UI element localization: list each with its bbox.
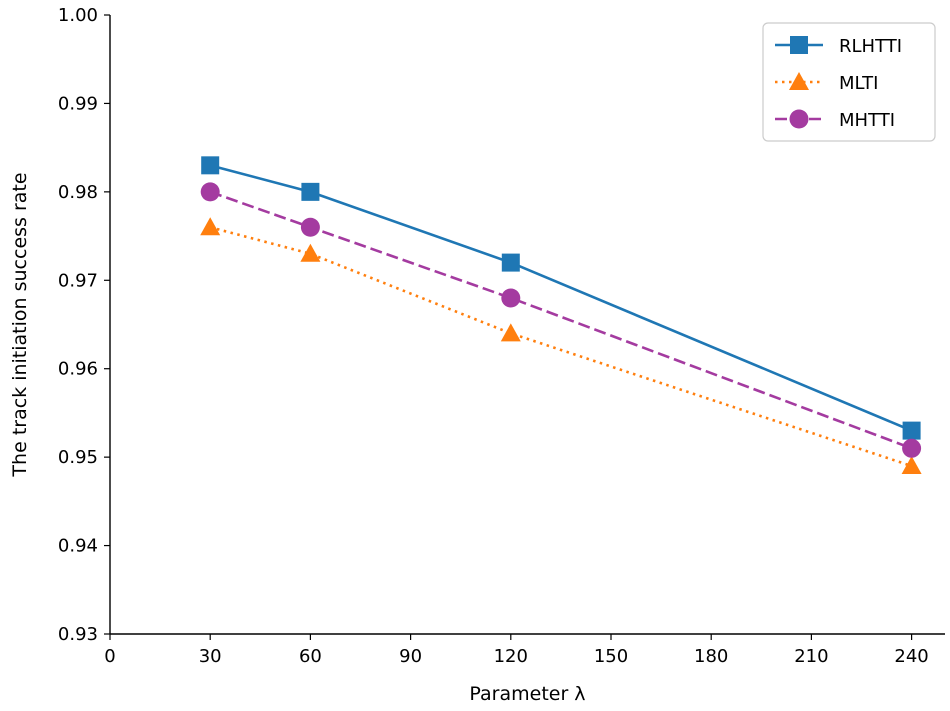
y-tick-label: 0.99 xyxy=(58,93,98,114)
legend-label-mlti: MLTI xyxy=(839,73,878,94)
data-point-rlhtti xyxy=(301,182,320,201)
plot-area xyxy=(200,156,922,474)
x-axis-label: Parameter λ xyxy=(469,683,585,705)
data-point-rlhtti xyxy=(501,253,520,272)
series-line-mhtti xyxy=(209,190,913,450)
x-tick-label: 240 xyxy=(894,646,928,667)
data-point-mhtti xyxy=(902,438,922,458)
series-line-mlti xyxy=(209,225,913,468)
data-point-mlti xyxy=(200,217,221,236)
y-tick-label: 1.00 xyxy=(58,5,98,26)
data-point-mlti xyxy=(500,323,521,342)
y-tick-label: 0.95 xyxy=(58,447,98,468)
x-tick-label: 210 xyxy=(794,646,828,667)
series-line-rlhtti xyxy=(209,164,913,432)
data-point-rlhtti xyxy=(201,156,220,175)
x-tick-label: 120 xyxy=(494,646,528,667)
data-point-rlhtti xyxy=(902,421,921,440)
y-tick-label: 0.94 xyxy=(58,536,98,557)
y-tick-label: 0.97 xyxy=(58,270,98,291)
x-tick-label: 30 xyxy=(199,646,222,667)
x-tick-label: 0 xyxy=(104,646,115,667)
x-tick-label: 60 xyxy=(299,646,322,667)
data-point-mlti xyxy=(901,455,922,474)
legend-label-rlhtti: RLHTTI xyxy=(839,36,902,57)
data-point-mlti xyxy=(300,243,321,262)
y-tick-label: 0.98 xyxy=(58,182,98,203)
axes: 0 30 60 90 120 150 180 210 240 0.93 0.94 0.95 0.96 0.… xyxy=(9,5,945,705)
y-tick-label: 0.93 xyxy=(58,624,98,645)
x-tick-label: 180 xyxy=(694,646,728,667)
legend-marker-rlhtti xyxy=(790,36,808,54)
x-tick-label: 90 xyxy=(399,646,422,667)
legend-marker-mhtti xyxy=(789,109,809,129)
data-point-mhtti xyxy=(501,288,521,308)
data-point-mhtti xyxy=(300,217,320,237)
legend: RLHTTI MLTI MHTTI xyxy=(762,22,936,142)
y-tick-label: 0.96 xyxy=(58,359,98,380)
x-tick-label: 150 xyxy=(594,646,628,667)
data-point-mhtti xyxy=(200,182,220,202)
y-axis-label: The track initiation success rate xyxy=(9,172,31,477)
legend-marker-mlti xyxy=(789,72,809,90)
legend-label-mhtti: MHTTI xyxy=(839,110,895,131)
